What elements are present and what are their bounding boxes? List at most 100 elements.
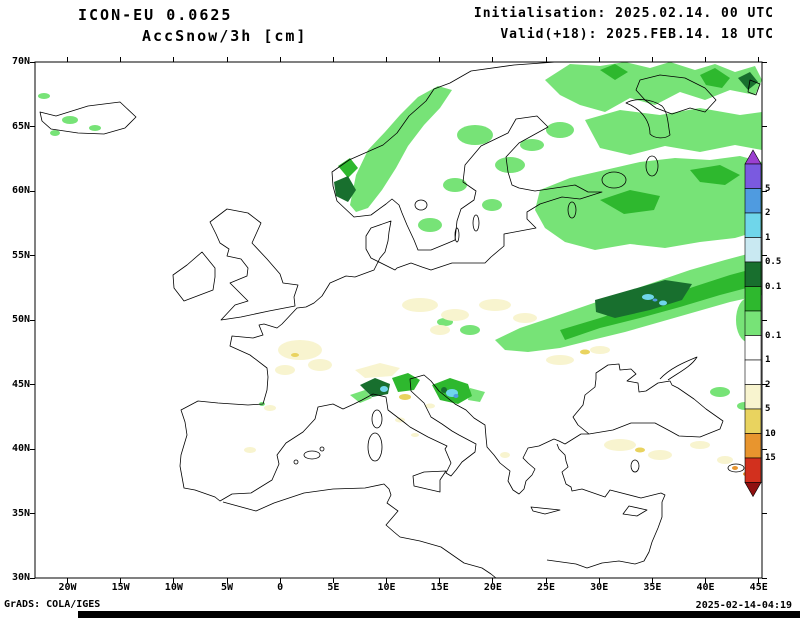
colorbar-label: 1 — [765, 232, 771, 243]
ireland-coast — [172, 251, 216, 302]
white-sea-coast — [625, 99, 671, 139]
sicily-coast — [412, 470, 447, 493]
lake-van — [727, 463, 745, 473]
lon-tick-bottom — [758, 578, 760, 583]
menorca-coast — [319, 446, 325, 452]
lat-tick-right — [762, 190, 767, 192]
lat-tick-left — [30, 190, 35, 192]
coastlines — [39, 62, 761, 578]
bottom-bar — [78, 611, 800, 618]
lat-label: 45N — [11, 378, 30, 390]
model-title: ICON-EU 0.0625 — [78, 6, 233, 24]
colorbar-label: 15 — [765, 453, 776, 463]
colorbar-segment — [744, 286, 762, 312]
lat-tick-left — [30, 448, 35, 450]
colorbar-label: 2 — [765, 379, 771, 390]
colorbar-label: 0.1 — [765, 330, 782, 341]
colorbar-label: 5 — [765, 183, 771, 194]
lon-tick-top — [386, 57, 388, 62]
lat-tick-left — [30, 384, 35, 385]
colorbar-label: 2 — [765, 208, 771, 218]
lon-tick-bottom — [651, 578, 653, 583]
lon-tick-bottom — [492, 578, 494, 583]
lon-label: 5E — [327, 582, 340, 593]
lon-tick-top — [279, 57, 281, 62]
lon-tick-top — [226, 57, 228, 62]
lon-tick-top — [120, 57, 122, 62]
north-africa-coast — [222, 483, 497, 578]
cyprus-coast — [622, 505, 648, 517]
creation-timestamp: 2025-02-14-04:19 — [695, 600, 792, 611]
lat-label: 70N — [11, 56, 30, 67]
colorbar-segment — [744, 433, 762, 459]
colorbar-arrow-top — [744, 149, 762, 165]
lon-label: 10W — [164, 582, 183, 593]
lat-tick-left — [30, 513, 35, 514]
lon-tick-top — [705, 57, 707, 62]
lon-label: 40E — [696, 582, 715, 593]
lon-label: 20W — [58, 582, 77, 593]
lon-tick-bottom — [226, 578, 228, 583]
colorbar-segment — [744, 335, 762, 361]
lat-tick-left — [30, 61, 35, 63]
lat-tick-right — [762, 61, 767, 63]
lon-tick-top — [332, 57, 334, 62]
lat-tick-left — [30, 255, 35, 256]
lat-tick-right — [762, 255, 767, 256]
colorbar-label: 5 — [765, 404, 771, 414]
kola-peninsula-coast — [635, 74, 717, 115]
colorbar-label: 0.5 — [765, 257, 782, 267]
colorbar-label: 1 — [765, 355, 771, 365]
valid-time: Valid(+18): 2025.FEB.14. 18 UTC — [500, 27, 774, 42]
lon-label: 25E — [536, 582, 556, 593]
lat-label: 30N — [11, 572, 30, 583]
lat-tick-right — [762, 577, 767, 579]
lat-label: 55N — [11, 249, 30, 261]
colorbar-segment — [744, 212, 762, 238]
colorbar-label: 10 — [765, 428, 776, 439]
lon-label: 10E — [377, 582, 396, 593]
lat-label: 40N — [11, 443, 30, 454]
sardinia-coast — [367, 432, 383, 462]
colorbar-label: 0.1 — [765, 281, 782, 292]
lon-tick-bottom — [386, 578, 388, 583]
lon-tick-top — [173, 57, 175, 62]
iceland-coast — [39, 101, 137, 135]
colorbar-arrow-bottom — [744, 482, 762, 498]
lake-ladoga — [601, 171, 627, 189]
initialisation-time: Initialisation: 2025.02.14. 00 UTC — [473, 6, 774, 21]
oland-coast — [454, 227, 460, 243]
scandinavia-europe-coast — [179, 62, 724, 502]
lake-vanern — [414, 199, 428, 211]
crete-coast — [530, 506, 561, 515]
lon-tick-top — [651, 57, 653, 62]
gotland-coast — [472, 214, 480, 232]
grads-credit: GrADS: COLA/IGES — [4, 599, 101, 610]
colorbar-segment — [744, 310, 762, 336]
lake-tuz — [630, 459, 640, 473]
lon-tick-bottom — [67, 578, 68, 583]
lat-tick-left — [30, 577, 35, 579]
mallorca-coast — [303, 450, 321, 460]
colorbar-segment — [744, 261, 762, 287]
lon-tick-bottom — [120, 578, 122, 583]
colorbar-segment — [744, 359, 762, 385]
lon-tick-top — [492, 57, 494, 62]
lat-label: 65N — [11, 120, 30, 132]
lat-label: 50N — [11, 314, 30, 325]
lon-tick-top — [758, 57, 760, 62]
lon-label: 15E — [430, 582, 449, 593]
lon-label: 35E — [643, 582, 662, 593]
lat-tick-right — [762, 319, 767, 321]
lon-tick-bottom — [705, 578, 707, 583]
lon-label: 45E — [749, 582, 768, 593]
lat-label: 60N — [11, 185, 30, 196]
lon-tick-bottom — [279, 578, 281, 583]
lon-tick-top — [545, 57, 547, 62]
lat-tick-right — [762, 448, 767, 450]
lon-tick-bottom — [598, 578, 600, 583]
lake-onega — [645, 155, 659, 177]
colorbar-segment — [744, 188, 762, 214]
